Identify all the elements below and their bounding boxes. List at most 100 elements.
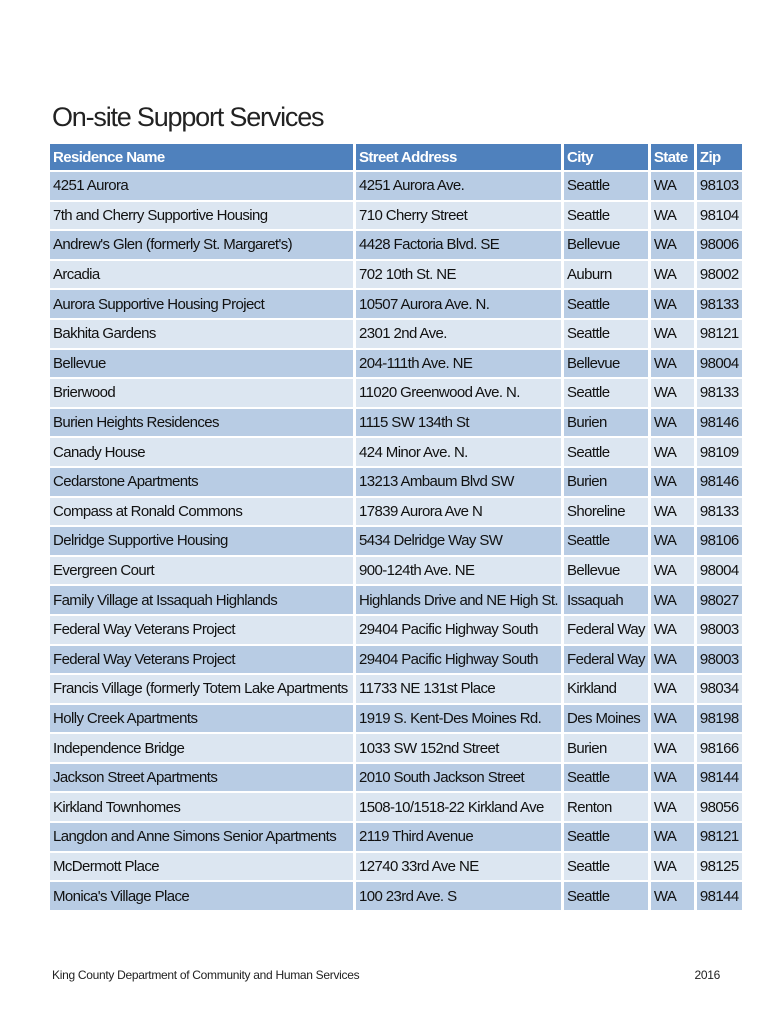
table-row: 7th and Cherry Supportive Housing 710 Che… [50, 201, 742, 230]
cell-city: Bellevue [564, 556, 648, 585]
cell-state: WA [650, 319, 694, 348]
table-row: Bakhita Gardens 2301 2nd Ave. Seattle WA 981… [50, 319, 742, 348]
cell-city: Kirkland [564, 675, 648, 703]
cell-state: WA [650, 763, 694, 792]
cell-zip: 98133 [696, 379, 742, 407]
cell-residence-name: Arcadia [50, 260, 353, 289]
cell-residence-name: Aurora Supportive Housing Project [50, 290, 353, 318]
cell-city: Federal Way [564, 645, 648, 674]
cell-zip: 98056 [696, 793, 742, 822]
cell-street-address: 29404 Pacific Highway South [356, 615, 562, 644]
cell-city: Federal Way [564, 615, 648, 644]
cell-city: Burien [564, 408, 648, 437]
cell-zip: 98133 [696, 290, 742, 318]
header-street-address: Street Address [356, 144, 562, 170]
cell-street-address: 10507 Aurora Ave. N. [356, 290, 562, 318]
table-row: Francis Village (formerly Totem Lake Apa… [50, 675, 742, 703]
cell-city: Seattle [564, 290, 648, 318]
cell-city: Renton [564, 793, 648, 822]
cell-street-address: 4251 Aurora Ave. [356, 172, 562, 200]
cell-city: Seattle [564, 882, 648, 910]
cell-residence-name: Delridge Supportive Housing [50, 527, 353, 555]
cell-state: WA [650, 734, 694, 762]
cell-zip: 98106 [696, 527, 742, 555]
table-header-row: Residence Name Street Address City State… [50, 144, 742, 170]
cell-zip: 98121 [696, 319, 742, 348]
cell-street-address: 17839 Aurora Ave N [356, 497, 562, 526]
cell-street-address: 1033 SW 152nd Street [356, 734, 562, 762]
cell-state: WA [650, 379, 694, 407]
cell-state: WA [650, 349, 694, 378]
cell-zip: 98121 [696, 823, 742, 851]
table-row: Monica's Village Place 100 23rd Ave. S Sea… [50, 882, 742, 910]
cell-zip: 98004 [696, 556, 742, 585]
cell-state: WA [650, 556, 694, 585]
cell-state: WA [650, 467, 694, 496]
cell-street-address: 11020 Greenwood Ave. N. [356, 379, 562, 407]
cell-residence-name: McDermott Place [50, 852, 353, 881]
cell-zip: 98146 [696, 408, 742, 437]
cell-street-address: 900-124th Ave. NE [356, 556, 562, 585]
cell-street-address: 13213 Ambaum Blvd SW [356, 467, 562, 496]
cell-street-address: 2119 Third Avenue [356, 823, 562, 851]
table-row: Bellevue 204-111th Ave. NE Bellevue WA 98004 [50, 349, 742, 378]
cell-street-address: 1115 SW 134th St [356, 408, 562, 437]
cell-city: Seattle [564, 379, 648, 407]
footer-year: 2016 [694, 968, 721, 982]
cell-residence-name: Bellevue [50, 349, 353, 378]
cell-zip: 98002 [696, 260, 742, 289]
cell-state: WA [650, 260, 694, 289]
cell-street-address: 11733 NE 131st Place [356, 675, 562, 703]
cell-residence-name: Brierwood [50, 379, 353, 407]
cell-zip: 98034 [696, 675, 742, 703]
cell-zip: 98004 [696, 349, 742, 378]
table-row: Family Village at Issaquah Highlands High… [50, 586, 742, 614]
table-row: 4251 Aurora 4251 Aurora Ave. Seattle WA 9810… [50, 172, 742, 200]
table-row: Langdon and Anne Simons Senior Apartment… [50, 823, 742, 851]
table-row: Federal Way Veterans Project 29404 Pacifi… [50, 645, 742, 674]
cell-street-address: 12740 33rd Ave NE [356, 852, 562, 881]
cell-residence-name: Monica's Village Place [50, 882, 353, 910]
cell-state: WA [650, 793, 694, 822]
cell-residence-name: Holly Creek Apartments [50, 704, 353, 733]
cell-street-address: 1508-10/1518-22 Kirkland Ave [356, 793, 562, 822]
table-row: Cedarstone Apartments 13213 Ambaum Blvd S… [50, 467, 742, 496]
cell-city: Bellevue [564, 349, 648, 378]
cell-city: Seattle [564, 201, 648, 230]
cell-residence-name: Family Village at Issaquah Highlands [50, 586, 353, 614]
cell-zip: 98144 [696, 763, 742, 792]
cell-state: WA [650, 172, 694, 200]
table-row: Arcadia 702 10th St. NE Auburn WA 98002 [50, 260, 742, 289]
cell-street-address: 204-111th Ave. NE [356, 349, 562, 378]
cell-city: Seattle [564, 852, 648, 881]
cell-state: WA [650, 201, 694, 230]
table-row: Delridge Supportive Housing 5434 Delridge… [50, 527, 742, 555]
page-title: On-site Support Services [52, 102, 325, 132]
cell-residence-name: 7th and Cherry Supportive Housing [50, 201, 353, 230]
cell-street-address: 710 Cherry Street [356, 201, 562, 230]
header-residence-name: Residence Name [50, 144, 353, 170]
cell-state: WA [650, 408, 694, 437]
cell-zip: 98125 [696, 852, 742, 881]
cell-street-address: 2301 2nd Ave. [356, 319, 562, 348]
cell-state: WA [650, 882, 694, 910]
cell-city: Burien [564, 467, 648, 496]
cell-street-address: 702 10th St. NE [356, 260, 562, 289]
cell-state: WA [650, 586, 694, 614]
table-row: Jackson Street Apartments 2010 South Jack… [50, 763, 742, 792]
cell-state: WA [650, 704, 694, 733]
cell-street-address: Highlands Drive and NE High St. [356, 586, 562, 614]
cell-state: WA [650, 645, 694, 674]
table-row: Burien Heights Residences 1115 SW 134th S… [50, 408, 742, 437]
residences-table: Residence Name Street Address City State… [47, 142, 745, 912]
table-row: Compass at Ronald Commons 17839 Aurora Av… [50, 497, 742, 526]
cell-city: Seattle [564, 823, 648, 851]
cell-residence-name: Kirkland Townhomes [50, 793, 353, 822]
cell-residence-name: Federal Way Veterans Project [50, 615, 353, 644]
cell-street-address: 4428 Factoria Blvd. SE [356, 231, 562, 259]
cell-zip: 98109 [696, 438, 742, 466]
table-row: McDermott Place 12740 33rd Ave NE Seattle W… [50, 852, 742, 881]
header-city: City [564, 144, 648, 170]
cell-state: WA [650, 497, 694, 526]
cell-residence-name: Canady House [50, 438, 353, 466]
